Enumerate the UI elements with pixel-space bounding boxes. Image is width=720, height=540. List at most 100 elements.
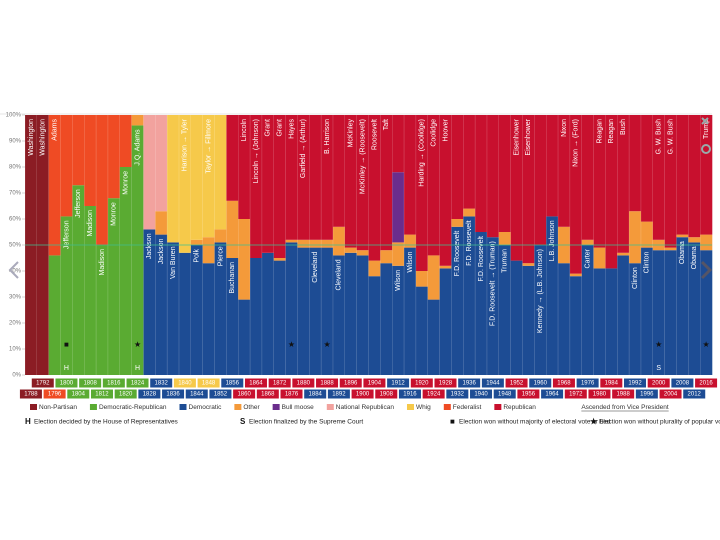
bar-segment bbox=[534, 245, 547, 375]
bar-segment bbox=[380, 115, 393, 251]
footnote-text: Election finalized by the Supreme Court bbox=[249, 419, 363, 426]
bar-segment bbox=[107, 198, 121, 375]
bar-segment bbox=[451, 115, 464, 219]
bar-segment bbox=[356, 255, 369, 375]
x-tick-label: 1936 bbox=[463, 381, 477, 387]
president-name: Washington bbox=[28, 119, 35, 156]
president-name: Nixon bbox=[561, 119, 568, 137]
president-name: Taft bbox=[383, 119, 390, 130]
x-tick-label: 1924 bbox=[427, 392, 441, 398]
year-box bbox=[363, 378, 386, 388]
bar-segment bbox=[475, 232, 488, 375]
president-name: Eisenhower bbox=[525, 118, 532, 155]
y-tick-label: 20% bbox=[9, 321, 22, 327]
president-name: Harding → (Coolidge) bbox=[419, 119, 426, 187]
president-name: F.D. Roosevelt bbox=[454, 231, 461, 277]
bar-segment bbox=[60, 216, 73, 375]
year-box bbox=[434, 378, 457, 388]
bar-segment bbox=[498, 245, 511, 375]
year-box bbox=[102, 378, 125, 388]
year-box bbox=[256, 389, 279, 399]
bar-segment bbox=[167, 115, 180, 243]
president-name: Clinton bbox=[632, 267, 639, 289]
president-name: Garfield → (Arthur) bbox=[300, 119, 307, 178]
bar-segment bbox=[415, 115, 429, 271]
bar-segment bbox=[427, 115, 440, 256]
bar-segment bbox=[143, 229, 156, 375]
bar-segment bbox=[131, 115, 144, 126]
close-icon[interactable] bbox=[701, 117, 709, 125]
president-name: Wilson bbox=[407, 252, 414, 273]
x-tick-label: 1812 bbox=[95, 392, 109, 398]
president-name: Jefferson bbox=[63, 220, 70, 249]
bars bbox=[24, 115, 713, 376]
president-name: F.D. Roosevelt bbox=[466, 220, 473, 266]
president-name: Truman bbox=[502, 249, 509, 273]
settings-icon[interactable] bbox=[701, 144, 711, 154]
bar-segment bbox=[392, 172, 405, 243]
bar-segment bbox=[332, 226, 346, 256]
bar-segment bbox=[392, 242, 405, 266]
year-box bbox=[304, 389, 327, 399]
bar-segment bbox=[451, 219, 464, 227]
bar-segment bbox=[605, 115, 618, 269]
year-box bbox=[316, 378, 339, 388]
footnote-symbol: H bbox=[25, 417, 31, 426]
prev-arrow[interactable] bbox=[8, 261, 19, 279]
year-box bbox=[67, 389, 90, 399]
year-box bbox=[458, 378, 481, 388]
president-name: Madison bbox=[87, 210, 94, 237]
bar-segment bbox=[581, 115, 594, 240]
bar-segment bbox=[285, 239, 298, 243]
president-name: G. W. Bush bbox=[656, 119, 663, 155]
bar-segment bbox=[155, 234, 168, 375]
year-box bbox=[375, 389, 398, 399]
bar-segment bbox=[404, 234, 417, 248]
bar-segment bbox=[297, 247, 310, 375]
legend-label: Federalist bbox=[453, 404, 482, 411]
bar-segment bbox=[463, 216, 476, 375]
legend-swatch bbox=[272, 404, 280, 410]
legend-label: Non-Partisan bbox=[39, 404, 77, 411]
bar-segment bbox=[404, 115, 417, 235]
x-tick-label: 1908 bbox=[380, 392, 394, 398]
bar-segment bbox=[581, 239, 594, 245]
bar-segment bbox=[451, 226, 464, 375]
bar-segment bbox=[664, 247, 677, 251]
bar-segment bbox=[119, 115, 132, 167]
x-tick-label: 1888 bbox=[320, 381, 334, 387]
y-tick-label: 40% bbox=[9, 269, 22, 275]
bar-segment bbox=[143, 115, 156, 230]
bar-segment bbox=[688, 237, 701, 243]
bar-segment bbox=[676, 234, 689, 238]
bar-segment bbox=[498, 115, 511, 232]
bar-segment bbox=[392, 265, 405, 375]
x-tick-label: 1852 bbox=[214, 392, 228, 398]
election-marker: ★ bbox=[288, 340, 295, 349]
bar-segment bbox=[676, 237, 689, 375]
year-box bbox=[505, 378, 528, 388]
year-box bbox=[481, 378, 504, 388]
year-box bbox=[541, 389, 564, 399]
year-box bbox=[79, 378, 102, 388]
x-tick-label: 1788 bbox=[24, 392, 38, 398]
president-name: McKinley bbox=[348, 119, 355, 148]
president-name: Taylor → Fillmore bbox=[205, 119, 212, 174]
bar-segment bbox=[522, 115, 535, 264]
next-arrow[interactable] bbox=[700, 260, 713, 280]
president-name: Clinton bbox=[644, 252, 651, 274]
president-name: G. W. Bush bbox=[667, 119, 674, 155]
bar-segment bbox=[332, 115, 346, 227]
x-tick-label: 1856 bbox=[226, 381, 240, 387]
side-controls[interactable] bbox=[8, 117, 713, 280]
x-tick-label: 1948 bbox=[498, 392, 512, 398]
year-box bbox=[150, 378, 173, 388]
bar-segment bbox=[178, 252, 192, 375]
year-box bbox=[387, 378, 410, 388]
year-box bbox=[185, 389, 208, 399]
year-box bbox=[671, 378, 694, 388]
president-name: Cleveland bbox=[312, 252, 319, 283]
bar-segment bbox=[463, 115, 476, 209]
bar-segment bbox=[558, 115, 571, 227]
